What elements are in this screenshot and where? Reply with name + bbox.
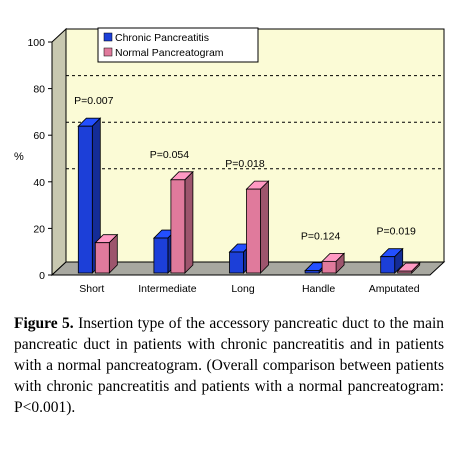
bar-handle-normal <box>321 252 346 274</box>
bar-front <box>170 179 186 274</box>
legend-swatch-chronic <box>103 32 113 42</box>
bars <box>77 117 421 274</box>
figure-label: Figure 5. <box>14 315 74 332</box>
y-tick-label: 60 <box>33 130 45 142</box>
p-value-label: P=0.124 <box>301 230 341 242</box>
bar-front <box>397 270 413 274</box>
bar-amputated-chronic <box>379 247 404 274</box>
y-tick-label: 100 <box>27 37 45 49</box>
bar-amputated-normal <box>396 262 421 274</box>
bar-front <box>304 270 320 274</box>
bar-front <box>153 237 169 274</box>
p-value-label: P=0.018 <box>225 158 265 170</box>
y-tick-label: 80 <box>33 84 45 96</box>
y-tick-label: 20 <box>33 223 45 235</box>
bar-side <box>184 170 194 274</box>
bar-front <box>380 256 396 274</box>
legend: Chronic Pancreatitis Normal Pancreatogra… <box>97 27 259 63</box>
legend-label-normal: Normal Pancreatogram <box>115 47 224 59</box>
x-tick-labels: Short Intermediate Long Handle Amputated <box>79 283 419 295</box>
bar-side <box>260 180 269 274</box>
legend-swatch-normal <box>103 47 113 57</box>
x-tick-label: Amputated <box>369 283 420 295</box>
y-tick-label: 0 <box>39 270 45 282</box>
figure-caption: Figure 5. Insertion type of the accessor… <box>14 313 444 418</box>
p-value-labels: P=0.007 P=0.054 P=0.018 P=0.124 P=0.019 <box>74 95 416 242</box>
p-value-label: P=0.007 <box>74 95 114 107</box>
bar-front <box>229 251 244 274</box>
bar-short-normal <box>94 233 119 274</box>
bar-front <box>77 125 93 274</box>
plot-side-wall <box>51 27 67 277</box>
caption-text: Insertion type of the accessory pancreat… <box>14 315 445 416</box>
x-tick-label: Handle <box>302 283 335 295</box>
legend-box <box>97 27 259 63</box>
x-tick-label: Long <box>231 283 255 295</box>
y-axis-label: % <box>14 151 24 163</box>
p-value-label: P=0.054 <box>150 149 190 161</box>
x-tick-label: Short <box>79 283 104 295</box>
gridlines <box>66 75 444 170</box>
y-tick-label: 40 <box>33 177 45 189</box>
bar-front <box>94 242 110 274</box>
bar-front <box>246 188 261 274</box>
bar-long-normal <box>245 180 270 274</box>
bar-intermediate-normal <box>169 170 194 274</box>
x-tick-label: Intermediate <box>138 283 197 295</box>
legend-label-chronic: Chronic Pancreatitis <box>115 32 209 44</box>
y-axis: 0 20 40 60 80 100 <box>27 37 53 282</box>
bar-front <box>321 260 337 274</box>
p-value-label: P=0.019 <box>376 226 416 238</box>
